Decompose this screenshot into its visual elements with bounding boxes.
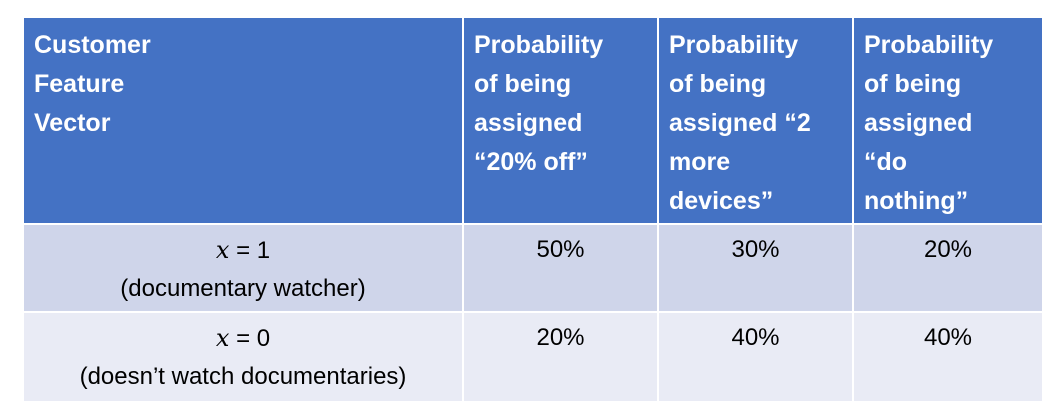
probability-table: Customer Feature Vector Probability of b… (22, 16, 1044, 403)
x-variable: x (215, 324, 230, 352)
probability-cell-20-off: 20% (462, 311, 659, 403)
probability-cell-2-more-devices: 40% (657, 311, 854, 403)
probability-cell-2-more-devices: 30% (657, 223, 854, 313)
header-cell-do-nothing: Probability of being assigned “do nothin… (852, 16, 1044, 225)
header-cell-feature-vector: Customer Feature Vector (22, 16, 464, 225)
table-row: x = 1 (documentary watcher) 50% 30% 20% (22, 223, 1044, 313)
probability-cell-do-nothing: 20% (852, 223, 1044, 313)
x-value: = 1 (229, 237, 271, 264)
header-cell-2-more-devices: Probability of being assigned “2 more de… (657, 16, 854, 225)
header-cell-20-off: Probability of being assigned “20% off” (462, 16, 659, 225)
feature-vector-cell: x = 1 (documentary watcher) (22, 223, 464, 313)
header-row: Customer Feature Vector Probability of b… (22, 16, 1044, 225)
probability-cell-do-nothing: 40% (852, 311, 1044, 403)
row-description: (documentary watcher) (120, 275, 366, 302)
row-description: (doesn’t watch documentaries) (79, 363, 407, 390)
table-row: x = 0 (doesn’t watch documentaries) 20% … (22, 311, 1044, 403)
feature-vector-cell: x = 0 (doesn’t watch documentaries) (22, 311, 464, 403)
probability-cell-20-off: 50% (462, 223, 659, 313)
x-value: = 0 (229, 325, 271, 352)
x-variable: x (215, 236, 230, 264)
